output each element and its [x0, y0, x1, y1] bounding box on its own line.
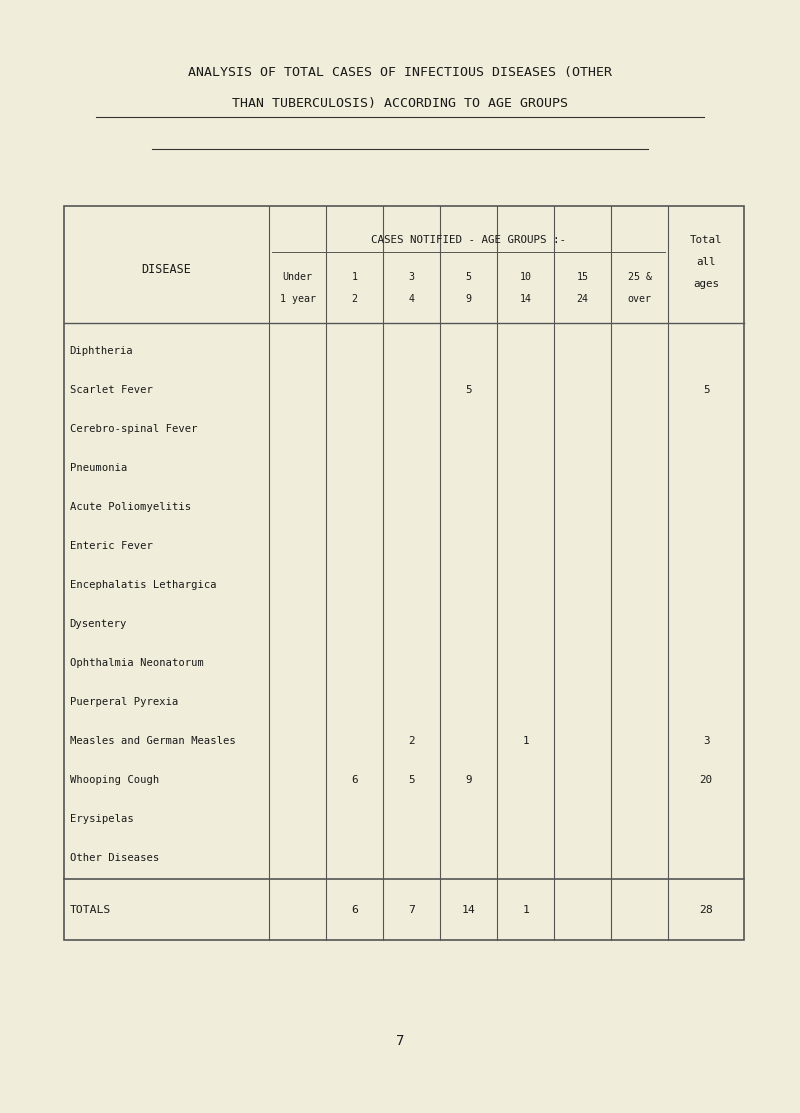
Text: 6: 6	[351, 775, 358, 785]
Text: Erysipelas: Erysipelas	[70, 814, 134, 824]
Text: Encephalatis Lethargica: Encephalatis Lethargica	[70, 580, 216, 590]
Text: DISEASE: DISEASE	[142, 264, 191, 276]
Text: 9: 9	[466, 294, 471, 304]
Text: 5: 5	[408, 775, 415, 785]
Text: 15: 15	[577, 272, 589, 282]
Text: 9: 9	[466, 775, 472, 785]
Text: Other Diseases: Other Diseases	[70, 853, 159, 863]
Text: 4: 4	[409, 294, 414, 304]
Text: 1: 1	[522, 736, 529, 746]
Text: CASES NOTIFIED - AGE GROUPS :-: CASES NOTIFIED - AGE GROUPS :-	[371, 235, 566, 245]
Text: Scarlet Fever: Scarlet Fever	[70, 385, 153, 395]
Text: 5: 5	[466, 272, 471, 282]
Text: Total: Total	[690, 235, 722, 245]
Text: 1: 1	[522, 905, 529, 915]
Text: 24: 24	[577, 294, 589, 304]
Text: all: all	[696, 257, 716, 267]
Text: Under: Under	[282, 272, 313, 282]
Text: 7: 7	[396, 1034, 404, 1047]
Text: Diphtheria: Diphtheria	[70, 346, 134, 356]
Text: TOTALS: TOTALS	[70, 905, 111, 915]
Text: ages: ages	[693, 279, 719, 289]
Text: 28: 28	[699, 905, 713, 915]
Text: 20: 20	[699, 775, 713, 785]
Text: THAN TUBERCULOSIS) ACCORDING TO AGE GROUPS: THAN TUBERCULOSIS) ACCORDING TO AGE GROU…	[232, 97, 568, 110]
Text: 3: 3	[409, 272, 414, 282]
Text: over: over	[627, 294, 651, 304]
Text: 1: 1	[352, 272, 358, 282]
Text: Acute Poliomyelitis: Acute Poliomyelitis	[70, 502, 190, 512]
Text: 6: 6	[351, 905, 358, 915]
Text: 5: 5	[702, 385, 710, 395]
Text: Ophthalmia Neonatorum: Ophthalmia Neonatorum	[70, 658, 203, 668]
Text: 3: 3	[702, 736, 710, 746]
Text: Whooping Cough: Whooping Cough	[70, 775, 159, 785]
Text: Dysentery: Dysentery	[70, 619, 127, 629]
Text: 1 year: 1 year	[280, 294, 316, 304]
Text: 14: 14	[519, 294, 531, 304]
Text: 5: 5	[466, 385, 472, 395]
Text: 14: 14	[462, 905, 475, 915]
Text: Measles and German Measles: Measles and German Measles	[70, 736, 235, 746]
Text: 2: 2	[352, 294, 358, 304]
Text: 7: 7	[408, 905, 415, 915]
Bar	[64, 206, 744, 940]
Text: 2: 2	[408, 736, 415, 746]
Text: ANALYSIS OF TOTAL CASES OF INFECTIOUS DISEASES (OTHER: ANALYSIS OF TOTAL CASES OF INFECTIOUS DI…	[188, 66, 612, 79]
Text: Pneumonia: Pneumonia	[70, 463, 127, 473]
Text: 10: 10	[519, 272, 531, 282]
Text: 25 &: 25 &	[627, 272, 651, 282]
Text: Cerebro-spinal Fever: Cerebro-spinal Fever	[70, 424, 197, 434]
Text: Puerperal Pyrexia: Puerperal Pyrexia	[70, 697, 178, 707]
Text: Enteric Fever: Enteric Fever	[70, 541, 153, 551]
